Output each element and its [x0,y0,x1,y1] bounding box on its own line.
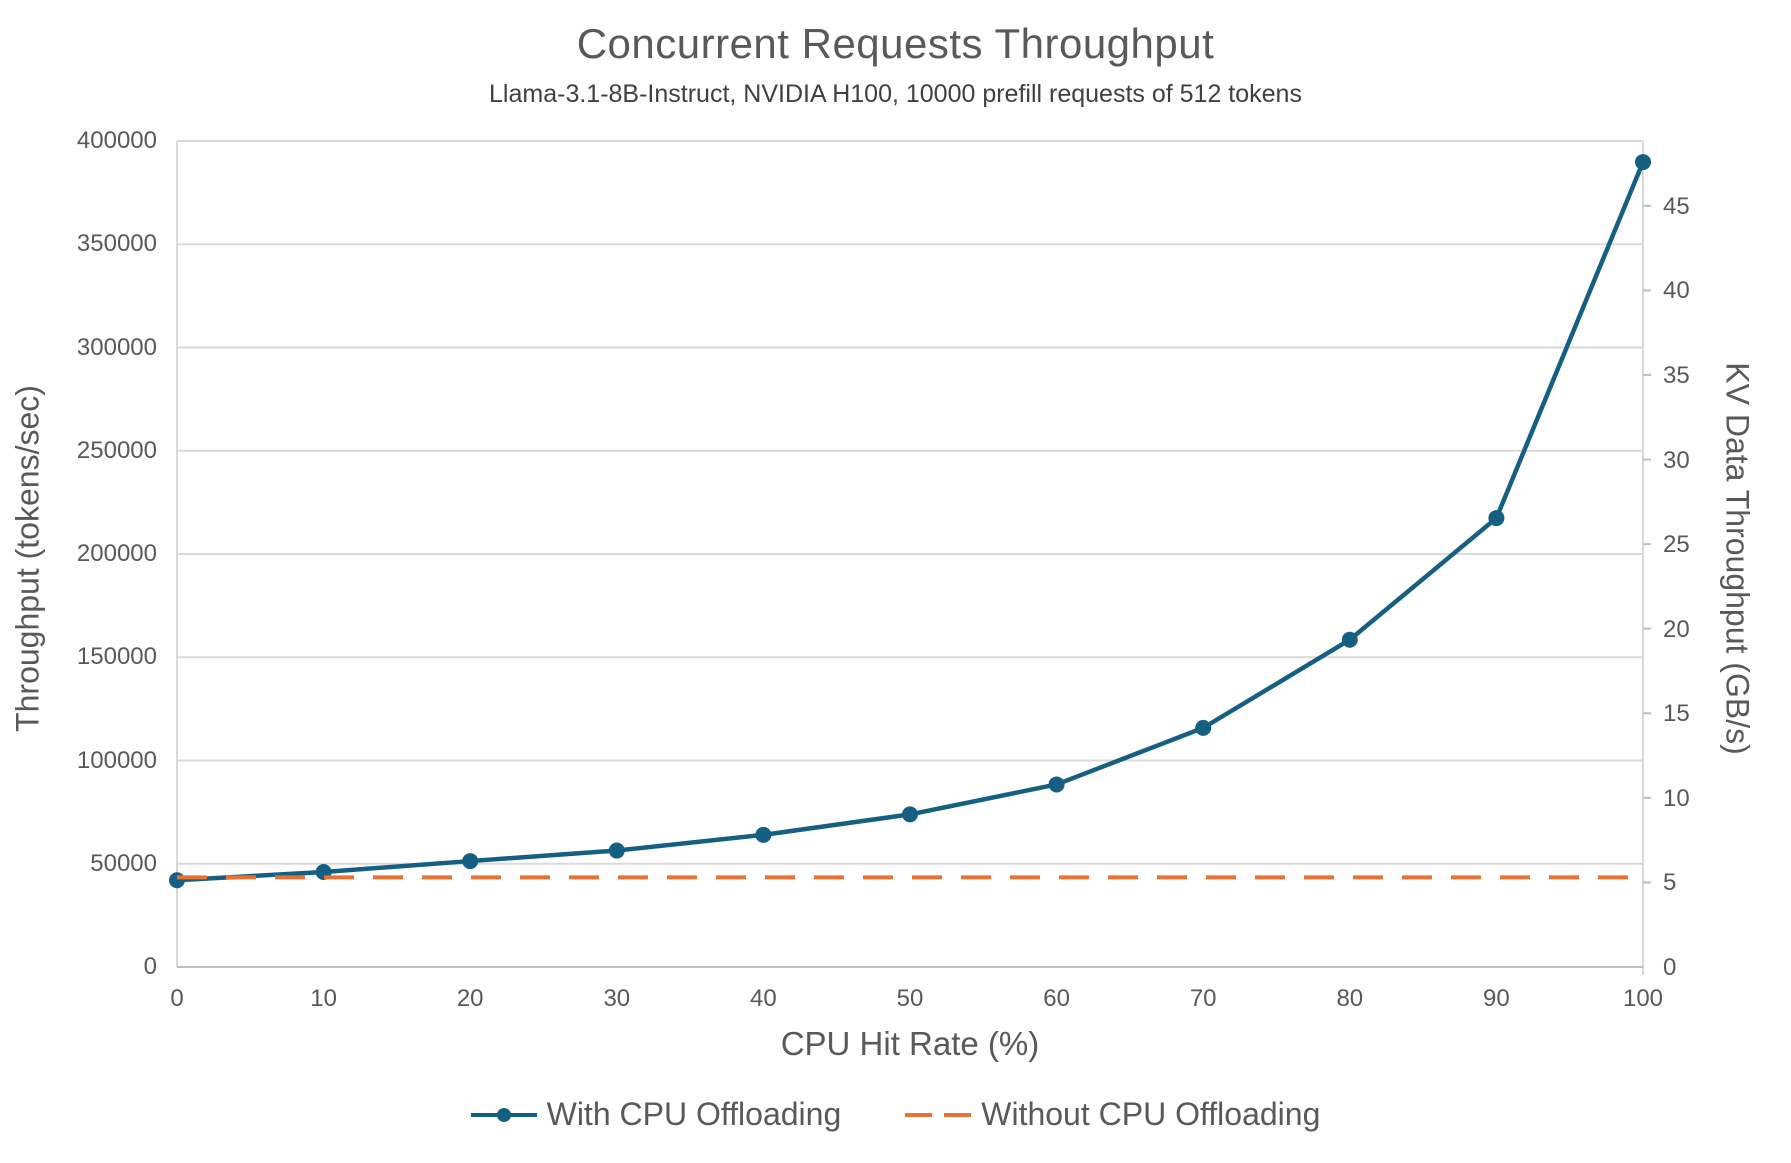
left-axis-tick-label: 0 [143,953,157,980]
data-point-marker [1488,510,1505,527]
x-axis-tick-label: 100 [1622,985,1664,1012]
right-axis-tick-label: 30 [1663,446,1690,474]
data-point-marker [169,872,185,889]
left-axis-tick-label: 300000 [76,333,157,361]
left-axis-tick-label: 150000 [76,643,157,671]
x-axis-tick-label: 20 [456,985,484,1012]
data-point-marker [755,826,772,843]
data-point-marker [1635,154,1651,171]
right-axis-tick-label: 0 [1663,954,1677,981]
left-axis-tick-label: 50000 [90,849,157,877]
x-axis-tick-label: 30 [603,985,631,1012]
right-axis-tick-label: 10 [1663,784,1690,812]
data-point-marker [1195,719,1212,736]
x-axis-tick-label: 80 [1336,985,1364,1012]
data-point-marker [1048,776,1065,793]
left-axis-tick-label: 200000 [76,540,157,567]
left-axis-tick-label: 250000 [76,436,157,464]
x-axis-title: CPU Hit Rate (%) [780,1025,1040,1062]
data-point-marker [462,853,479,870]
legend: With CPU Offloading Without CPU Offloadi… [0,1096,1791,1133]
left-axis-tick-label: 100000 [76,746,157,774]
x-axis-tick-label: 90 [1483,985,1510,1012]
right-axis-tick-label: 5 [1663,869,1677,897]
with-offloading-line-marker-icon [470,1107,537,1123]
legend-item-with-offloading: With CPU Offloading [470,1096,842,1133]
chart-title: Concurrent Requests Throughput [576,20,1215,67]
data-point-marker [608,842,625,859]
data-point-marker [1341,631,1358,648]
series-line-with-offloading [176,161,1646,883]
x-axis-tick-label: 40 [750,985,777,1012]
right-axis-tick-label: 35 [1663,361,1690,389]
data-point-marker [902,806,918,823]
chart-subtitle: Llama-3.1-8B-Instruct, NVIDIA H100, 1000… [489,80,1302,108]
left-axis-tick-label: 350000 [76,230,157,258]
right-axis-tick-label: 45 [1663,192,1690,220]
right-axis-tick-label: 25 [1663,531,1690,559]
without-offloading-dashed-line-icon [905,1107,972,1123]
x-axis-tick-label: 60 [1043,985,1070,1012]
left-axis-tick-label: 400000 [76,127,157,154]
x-axis-tick-label: 10 [310,985,337,1012]
legend-label-without: Without CPU Offloading [981,1096,1321,1132]
legend-item-without-offloading: Without CPU Offloading [905,1096,1320,1133]
right-axis-tick-label: 20 [1663,615,1690,643]
x-axis-tick-label: 70 [1189,985,1217,1012]
x-axis-tick-label: 50 [896,985,924,1012]
legend-label-with: With CPU Offloading [546,1096,842,1132]
x-axis-tick-label: 0 [170,985,184,1012]
right-axis-tick-label: 40 [1663,277,1690,305]
right-axis-tick-label: 15 [1663,700,1690,728]
